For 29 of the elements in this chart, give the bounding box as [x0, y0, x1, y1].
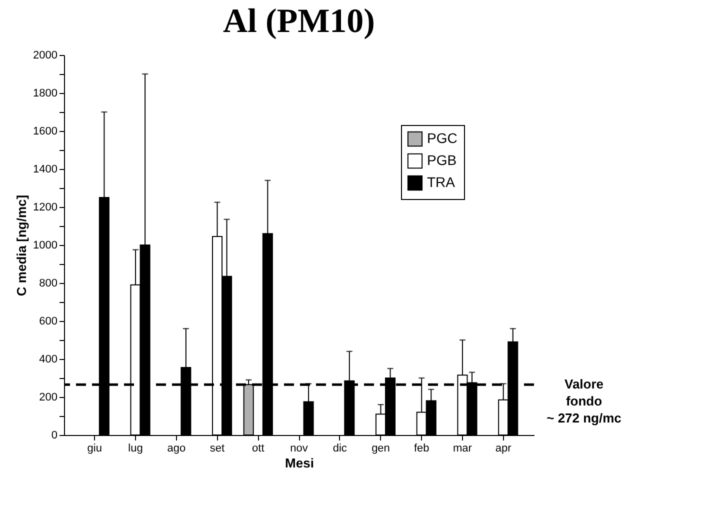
chart-title: Al (PM10)	[222, 3, 376, 40]
x-axis-title: Mesi	[285, 456, 314, 470]
x-tick-label: set	[210, 442, 225, 454]
y-axis-title: C media [ng/mc]	[14, 194, 30, 296]
ref-line-label: Valore fondo ~ 272 ng/mc	[546, 376, 622, 426]
x-tick-label: lug	[128, 442, 143, 454]
x-tick-label: nov	[290, 442, 308, 454]
x-tick-label: dic	[332, 442, 348, 454]
y-tick-label: 1800	[33, 88, 58, 100]
x-tick-label: mar	[453, 442, 472, 454]
x-tick-label: feb	[414, 442, 430, 454]
x-tick-label: giu	[87, 442, 102, 454]
y-tick-label: 800	[39, 278, 58, 290]
y-tick-label: 1400	[33, 164, 58, 176]
x-tick-label: gen	[372, 442, 390, 454]
y-tick-label: 200	[39, 392, 58, 404]
x-tick-label: ago	[167, 442, 186, 454]
y-tick-label: 400	[39, 354, 58, 366]
x-tick-label: ott	[252, 442, 264, 454]
y-tick-label: 1600	[33, 126, 58, 138]
legend-label: PGB	[427, 152, 457, 168]
y-tick-label: 0	[51, 430, 58, 442]
legend-label: TRA	[427, 174, 456, 190]
y-tick-label: 2000	[33, 50, 58, 62]
y-tick-label: 1200	[33, 202, 58, 214]
y-tick-label: 600	[39, 316, 58, 328]
legend-label: PGC	[427, 130, 458, 146]
x-tick-label: apr	[495, 442, 512, 454]
y-tick-label: 1000	[33, 240, 58, 252]
